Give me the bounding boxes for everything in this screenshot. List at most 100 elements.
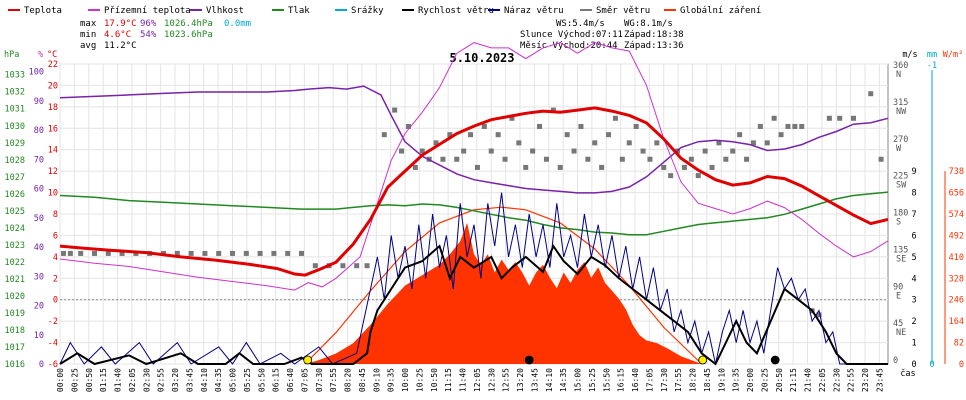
wind-direction-point bbox=[851, 115, 856, 121]
axis-x-unit: čas bbox=[900, 368, 915, 379]
axis-time-tick: 06:15 bbox=[272, 368, 281, 392]
axis-time-tick: 22:30 bbox=[832, 368, 841, 392]
axis-time-tick: 07:55 bbox=[329, 368, 338, 392]
wind-direction-point bbox=[619, 156, 625, 162]
wind-direction-point bbox=[792, 123, 798, 129]
axis-pct-tick: 100 bbox=[29, 68, 44, 78]
wind-direction-point bbox=[826, 115, 832, 121]
legend-label: Rychlost větru bbox=[418, 6, 494, 16]
legend: Teplota Přízemní teplota Vlhkost Tlak Srážky… bbox=[8, 6, 761, 16]
axis-time-tick: 17:55 bbox=[674, 368, 683, 392]
axis-time-tick: 02:30 bbox=[142, 368, 151, 392]
axis-c-tick: -4 bbox=[48, 339, 58, 349]
axis-wm-label: W/m² bbox=[943, 50, 963, 60]
axis-pct-tick: 30 bbox=[34, 272, 44, 282]
axis-pct-tick: 10 bbox=[34, 331, 44, 341]
wind-direction-point bbox=[764, 140, 770, 146]
series-humidity bbox=[59, 85, 889, 194]
axis-time-tick: 13:45 bbox=[530, 368, 539, 392]
wind-direction-point bbox=[285, 250, 291, 256]
wind-direction-point bbox=[299, 250, 304, 256]
axis-c-label: °C bbox=[47, 50, 57, 60]
axis-dir-deg: 315 bbox=[893, 98, 908, 108]
axis-ms-tick: 7 bbox=[911, 210, 916, 220]
axis-time-tick: 14:10 bbox=[545, 368, 554, 392]
axis-pct-tick: 60 bbox=[34, 185, 44, 195]
axis-dir-deg: 360 bbox=[893, 61, 908, 71]
axis-c-tick: 20 bbox=[48, 81, 58, 91]
axis-dir-deg: 45 bbox=[893, 319, 903, 329]
wind-direction-point bbox=[105, 250, 111, 256]
axis-hpa-tick: 1019 bbox=[5, 309, 25, 319]
series-solar-radiation bbox=[305, 222, 702, 364]
axis-time-tick: 16:40 bbox=[631, 368, 640, 392]
wind-direction-point bbox=[695, 173, 701, 179]
axis-hpa-tick: 1032 bbox=[5, 88, 25, 98]
axis-time-tick: 04:35 bbox=[214, 368, 223, 392]
legend-label: Globální záření bbox=[680, 6, 761, 16]
axis-hpa-tick: 1028 bbox=[5, 156, 25, 166]
axis-time-tick: 22:05 bbox=[818, 368, 827, 392]
wind-direction-point bbox=[778, 132, 784, 138]
axis-time-tick: 09:35 bbox=[387, 368, 396, 392]
wind-direction-point bbox=[716, 140, 722, 146]
wind-direction-point bbox=[495, 132, 501, 138]
stat-max-hum: 96% bbox=[140, 19, 157, 29]
axis-hpa-tick: 1020 bbox=[5, 292, 25, 302]
axis-time-tick: 17:30 bbox=[660, 368, 669, 392]
stat-max-label: max bbox=[80, 19, 97, 29]
axis-time-tick: 10:50 bbox=[430, 368, 439, 392]
axis-wm-tick: 0 bbox=[959, 360, 964, 370]
wind-direction-point bbox=[599, 164, 605, 170]
axis-time-tick: 01:40 bbox=[114, 368, 123, 392]
axis-mm-tick: -1 bbox=[927, 61, 937, 71]
legend-label: Teplota bbox=[24, 6, 62, 16]
axis-dir-deg: 180 bbox=[893, 209, 908, 219]
axis-time-tick: 03:20 bbox=[171, 368, 180, 392]
axis-time-tick: 20:00 bbox=[746, 368, 755, 392]
axis-dir-deg: 270 bbox=[893, 135, 908, 145]
wind-direction-point bbox=[516, 140, 522, 146]
wind-direction-point bbox=[399, 148, 405, 154]
axis-wm-tick: 574 bbox=[949, 210, 964, 220]
legend-label: Náraz větru bbox=[504, 6, 564, 16]
wind-direction-point bbox=[174, 250, 180, 256]
wind-direction-point bbox=[878, 156, 884, 162]
info-block: WS:5.4m/s WG:8.1m/s Slunce Východ:07:11 … bbox=[520, 19, 684, 51]
wind-direction-point bbox=[392, 107, 398, 113]
axis-time-tick: 02:05 bbox=[128, 368, 137, 392]
stats-block: max 17.9°C 96% 1026.4hPa 0.0mm min 4.6°C… bbox=[80, 19, 251, 51]
axis-hpa-tick: 1017 bbox=[5, 343, 25, 353]
axis-pct-tick: 90 bbox=[34, 97, 44, 107]
axis-time-tick: 19:10 bbox=[717, 368, 726, 392]
axis-wm-tick: 164 bbox=[949, 317, 964, 327]
axis-time-tick: 18:45 bbox=[703, 368, 712, 392]
legend-label: Přízemní teplota bbox=[104, 6, 191, 16]
axis-time-tick: 18:20 bbox=[689, 368, 698, 392]
wind-direction-point bbox=[481, 123, 487, 129]
axis-hpa-tick: 1027 bbox=[5, 173, 25, 183]
wind-direction-point bbox=[626, 140, 632, 146]
axis-wm-tick: 328 bbox=[949, 274, 964, 284]
wind-direction-point bbox=[737, 132, 743, 138]
marker-moonrise bbox=[770, 355, 780, 365]
axis-dir-compass: N bbox=[896, 70, 901, 80]
axis-wm-tick: 738 bbox=[949, 167, 964, 177]
axis-time-tick: 15:25 bbox=[588, 368, 597, 392]
legend-label: Tlak bbox=[288, 6, 310, 16]
wind-direction-point bbox=[592, 140, 598, 146]
axis-hpa-tick: 1018 bbox=[5, 326, 25, 336]
axis-hpa-tick: 1030 bbox=[5, 122, 25, 132]
axis-time-tick: 12:30 bbox=[487, 368, 496, 392]
axis-wm-tick: 246 bbox=[949, 296, 964, 306]
series-pressure bbox=[59, 191, 889, 236]
wind-direction-point bbox=[488, 148, 494, 154]
axis-pct-tick: 50 bbox=[34, 214, 44, 224]
wind-direction-point bbox=[668, 173, 674, 179]
axis-pct-tick: 40 bbox=[34, 243, 44, 253]
wind-direction-point bbox=[474, 164, 480, 170]
axis-wm-tick: 82 bbox=[954, 339, 964, 349]
axis-ms-tick: 1 bbox=[911, 339, 916, 349]
axis-ms-tick: 9 bbox=[911, 167, 916, 177]
axis-pct-tick: 20 bbox=[34, 302, 44, 312]
